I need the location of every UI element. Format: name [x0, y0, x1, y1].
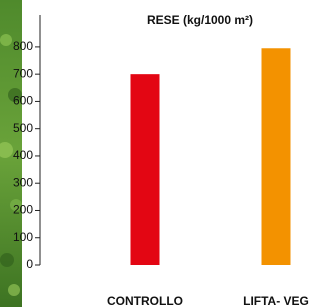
chart-title: RESE (kg/1000 m²)	[147, 13, 253, 27]
y-tick-label: 0	[26, 257, 33, 271]
x-tick-label: LIFTA- VEG	[243, 294, 309, 307]
y-tick-label: 500	[13, 121, 33, 135]
chart: RESE (kg/1000 m²) 0 100 200 300 400 500 600 700…	[0, 0, 326, 307]
y-tick-label: 700	[13, 66, 33, 80]
bar	[131, 74, 160, 265]
page: RESE (kg/1000 m²) 0 100 200 300 400 500 600 700…	[0, 0, 326, 307]
bar	[262, 48, 291, 265]
y-tick-label: 800	[13, 39, 33, 53]
y-tick-label: 200	[13, 203, 33, 217]
y-tick-label: 600	[13, 94, 33, 108]
x-tick-label: CONTROLLO	[107, 294, 183, 307]
y-tick-label: 300	[13, 175, 33, 189]
y-tick-label: 100	[13, 230, 33, 244]
y-tick-label: 400	[13, 148, 33, 162]
